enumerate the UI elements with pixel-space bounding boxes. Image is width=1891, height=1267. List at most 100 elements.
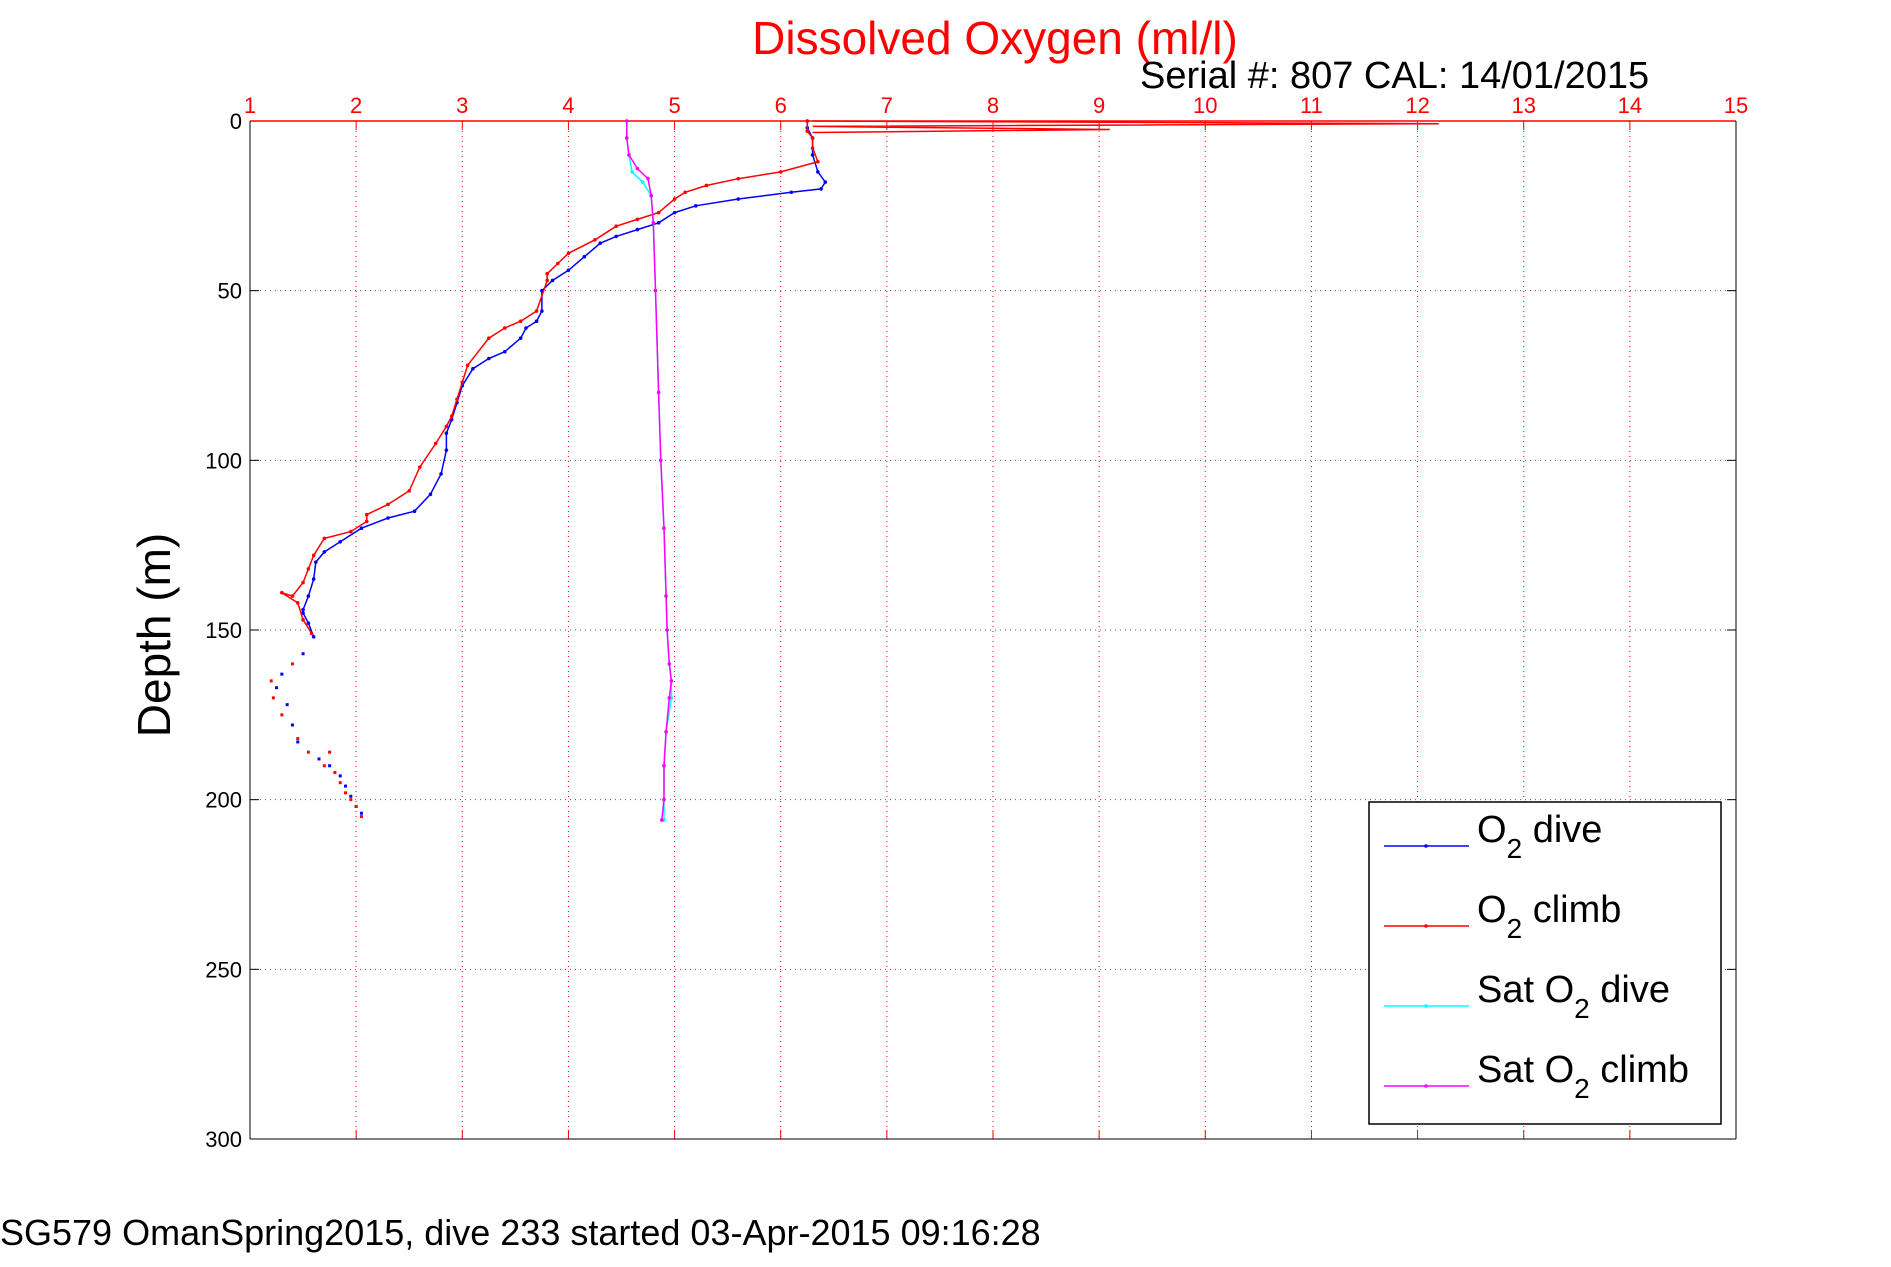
data-point-o2_climb bbox=[301, 618, 305, 622]
data-point-sat_climb bbox=[662, 526, 666, 530]
data-point-sat_climb bbox=[669, 679, 674, 683]
data-point-o2_climb bbox=[280, 590, 284, 595]
scatter-point-o2_dive bbox=[296, 740, 300, 744]
scatter-point-o2_dive bbox=[301, 652, 305, 656]
data-point-o2_climb bbox=[309, 631, 314, 636]
x-tick-label: 13 bbox=[1511, 93, 1535, 118]
data-point-o2_dive bbox=[566, 268, 571, 273]
legend-label-symbol: Sat O bbox=[1477, 1049, 1574, 1091]
data-point-o2_dive bbox=[301, 611, 305, 615]
scatter-point-o2_dive bbox=[280, 672, 284, 676]
scatter-point-o2_climb bbox=[306, 750, 310, 754]
data-point-o2_climb bbox=[349, 529, 353, 534]
data-point-o2_dive bbox=[736, 197, 741, 201]
data-point-o2_climb bbox=[465, 363, 470, 368]
data-point-o2_dive bbox=[635, 227, 640, 232]
data-point-sat_climb bbox=[664, 594, 668, 598]
data-point-o2_climb bbox=[656, 210, 661, 215]
data-point-o2_dive bbox=[672, 210, 677, 215]
x-tick-label: 3 bbox=[456, 93, 468, 118]
x-tick-label: 15 bbox=[1724, 93, 1748, 118]
data-point-sat_climb bbox=[667, 662, 672, 666]
data-point-o2_climb bbox=[778, 170, 783, 174]
data-point-o2_climb bbox=[322, 536, 327, 541]
data-point-o2_climb bbox=[545, 271, 549, 276]
scatter-point-o2_climb bbox=[344, 791, 348, 795]
data-point-o2_dive bbox=[444, 431, 449, 435]
x-tick-label: 14 bbox=[1618, 93, 1642, 118]
scatter-point-o2_climb bbox=[349, 798, 353, 802]
data-point-sat_climb bbox=[662, 763, 666, 768]
y-tick-label: 50 bbox=[218, 279, 242, 304]
data-point-o2_dive bbox=[694, 204, 698, 208]
data-point-o2_dive bbox=[816, 170, 820, 174]
legend-label-symbol: O bbox=[1477, 809, 1507, 851]
data-point-o2_climb bbox=[593, 237, 597, 242]
scatter-point-o2_dive bbox=[338, 774, 342, 778]
series-line-o2-climb-surface bbox=[812, 120, 1439, 134]
legend-label-subscript: 2 bbox=[1574, 993, 1590, 1024]
y-tick-label: 0 bbox=[230, 109, 242, 134]
scatter-point-o2_climb bbox=[290, 662, 294, 666]
x-tick-label: 1 bbox=[244, 93, 256, 118]
x-tick-label: 10 bbox=[1193, 93, 1217, 118]
data-point-o2_dive bbox=[386, 516, 390, 520]
scatter-point-o2_dive bbox=[344, 784, 348, 788]
data-point-o2_dive bbox=[322, 550, 327, 554]
data-point-o2_dive bbox=[823, 180, 828, 184]
data-point-o2_dive bbox=[550, 278, 555, 283]
data-point-o2_climb bbox=[460, 380, 465, 385]
data-point-o2_climb bbox=[502, 326, 507, 330]
data-point-o2_dive bbox=[428, 492, 433, 497]
data-point-o2_climb bbox=[518, 319, 523, 324]
data-point-o2_climb bbox=[444, 424, 449, 429]
data-point-o2_climb bbox=[418, 465, 422, 469]
data-point-o2_climb bbox=[386, 502, 390, 507]
data-point-o2_climb bbox=[311, 553, 316, 558]
data-point-sat_climb bbox=[662, 797, 666, 802]
data-point-o2_climb bbox=[364, 519, 369, 524]
data-point-o2_dive bbox=[789, 190, 794, 195]
data-point-o2_dive bbox=[582, 254, 587, 259]
data-point-o2_climb bbox=[810, 136, 815, 140]
legend-label-subscript: 2 bbox=[1507, 833, 1523, 864]
data-point-o2_climb bbox=[455, 397, 459, 402]
scatter-point-o2_climb bbox=[271, 696, 275, 700]
scatter-point-o2_dive bbox=[359, 811, 363, 815]
data-point-o2_dive bbox=[338, 539, 343, 544]
data-point-o2_dive bbox=[301, 607, 305, 612]
data-point-o2_climb bbox=[556, 261, 560, 266]
data-point-sat_climb bbox=[665, 628, 669, 632]
data-point-o2_climb bbox=[810, 146, 815, 150]
y-tick-label: 250 bbox=[205, 957, 242, 982]
data-point-o2_climb bbox=[566, 251, 571, 256]
data-point-sat_climb bbox=[653, 288, 658, 293]
data-point-o2_climb bbox=[614, 224, 618, 228]
legend-label-suffix: climb bbox=[1522, 889, 1621, 931]
x-tick-label: 9 bbox=[1093, 93, 1105, 118]
data-point-o2_dive bbox=[524, 326, 528, 330]
y-axis-label: Depth (m) bbox=[128, 533, 180, 737]
data-point-o2_dive bbox=[439, 472, 443, 476]
x-tick-label: 6 bbox=[775, 93, 787, 118]
scatter-point-o2_dive bbox=[349, 794, 353, 798]
legend-marker bbox=[1424, 1084, 1428, 1088]
footer-text: SG579 OmanSpring2015, dive 233 started 0… bbox=[0, 1212, 1041, 1253]
scatter-point-o2_dive bbox=[275, 686, 279, 690]
legend-label-symbol: Sat O bbox=[1477, 969, 1574, 1011]
data-point-sat_climb bbox=[660, 818, 664, 822]
data-point-sat_climb bbox=[664, 730, 668, 734]
x-tick-label: 8 bbox=[987, 93, 999, 118]
chart-title: Dissolved Oxygen (ml/l) bbox=[752, 12, 1238, 64]
legend-label-subscript: 2 bbox=[1574, 1073, 1590, 1104]
legend-marker bbox=[1424, 1004, 1428, 1008]
scatter-point-o2_climb bbox=[359, 815, 363, 819]
scatter-point-o2_dive bbox=[328, 764, 332, 768]
data-point-o2_climb bbox=[487, 336, 491, 340]
x-tick-label: 4 bbox=[562, 93, 574, 118]
data-point-o2_climb bbox=[736, 176, 741, 181]
x-tick-label: 2 bbox=[350, 93, 362, 118]
scatter-point-o2_climb bbox=[269, 679, 273, 683]
